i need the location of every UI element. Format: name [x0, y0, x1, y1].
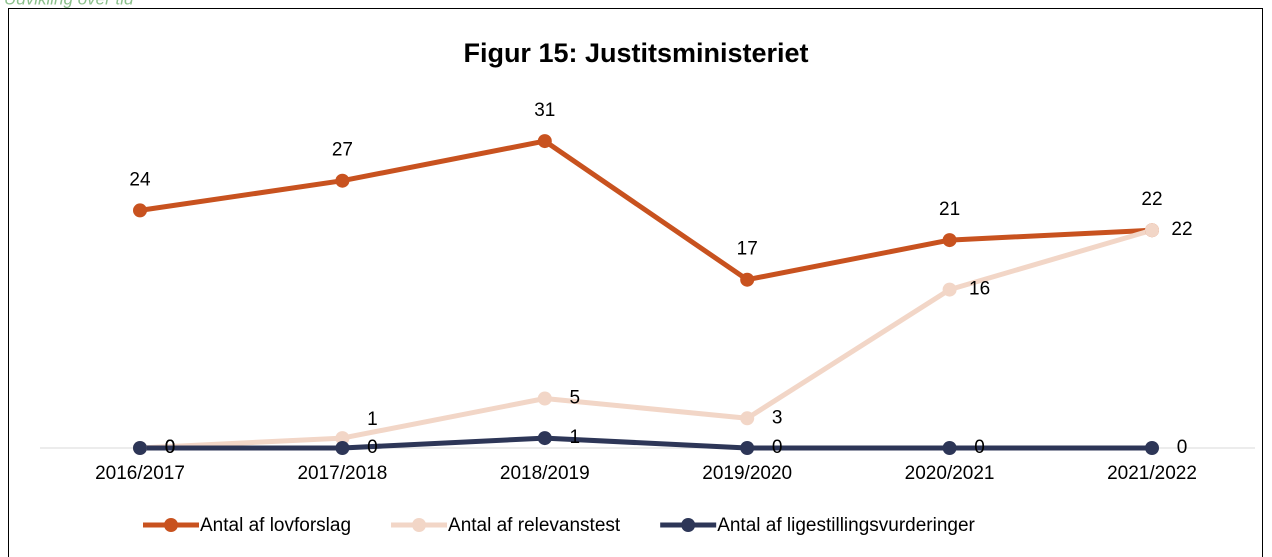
chart-frame: [8, 8, 1263, 557]
x-tick-label: 2016/2017: [95, 463, 185, 484]
data-label: 3: [772, 407, 783, 428]
point: [942, 441, 957, 455]
point: [133, 203, 147, 218]
legend-label: Antal af lovforslag: [200, 515, 351, 536]
data-label: 22: [1171, 219, 1192, 240]
data-label: 5: [570, 388, 581, 409]
point: [1145, 223, 1159, 238]
point: [335, 441, 350, 455]
data-label: 22: [1141, 189, 1162, 210]
x-tick-label: 2017/2018: [297, 463, 387, 484]
point: [537, 391, 552, 406]
data-label: 0: [1177, 437, 1188, 458]
data-label: 27: [332, 140, 353, 161]
data-label: 17: [737, 239, 758, 260]
point: [942, 233, 957, 248]
chart-title: Figur 15: Justitsministeriet: [463, 38, 808, 68]
x-tick-label: 2021/2022: [1107, 463, 1197, 484]
legend-marker: [412, 518, 427, 532]
series-line: [140, 435, 1152, 451]
data-label: 16: [969, 279, 990, 300]
data-label: 1: [367, 409, 378, 430]
x-tick-label: 2018/2019: [500, 463, 590, 484]
series-line: [139, 227, 1153, 451]
point: [740, 272, 755, 287]
point: [133, 441, 147, 455]
legend-label: Antal af relevanstest: [448, 515, 621, 536]
series-line: [139, 138, 1153, 283]
data-label: 0: [772, 437, 783, 458]
subtitle: Udvikling over tid: [4, 0, 134, 8]
point: [537, 134, 552, 149]
data-label: 0: [974, 437, 985, 458]
point: [740, 441, 755, 455]
point: [942, 282, 957, 297]
data-label: 24: [129, 169, 151, 190]
point: [537, 431, 552, 446]
data-label: 0: [165, 437, 176, 458]
x-tick-label: 2019/2020: [702, 463, 792, 484]
data-label: 0: [165, 437, 176, 458]
point: [335, 431, 350, 446]
legend-marker: [164, 518, 178, 532]
data-label: 31: [534, 100, 555, 121]
point: [335, 173, 350, 188]
data-label: 1: [570, 427, 581, 448]
x-tick-label: 2020/2021: [905, 463, 995, 484]
legend-marker: [681, 518, 696, 532]
legend-label: Antal af ligestillingsvurderinger: [717, 515, 975, 536]
data-label: 21: [939, 199, 960, 220]
point: [740, 411, 755, 426]
data-label: 0: [367, 437, 378, 458]
point: [1145, 441, 1159, 455]
